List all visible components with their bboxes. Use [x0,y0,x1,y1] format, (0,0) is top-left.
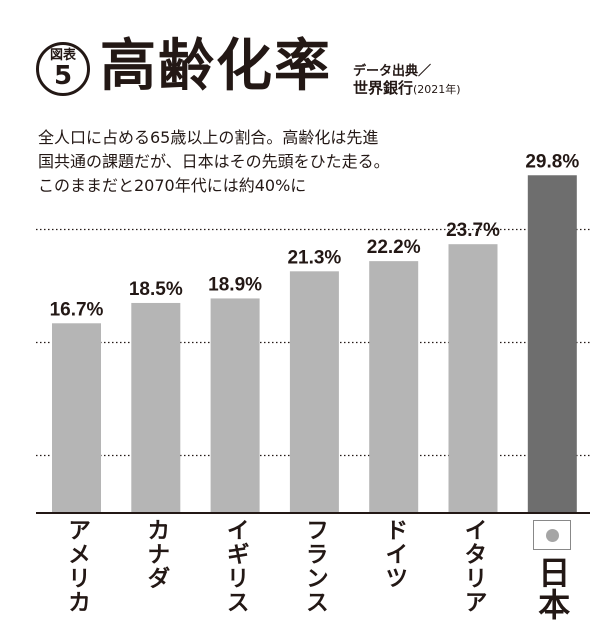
x-tick-label: 日本 [533,556,572,620]
data-source: データ出典／ 世界銀行(2021年) [353,64,461,98]
data-label: 16.7% [50,299,104,320]
bar [289,271,339,512]
data-label: 29.8% [525,151,579,172]
figure-badge: 図表 5 [36,42,90,96]
bar [369,261,419,512]
x-tick-label: ドイツ [380,518,407,590]
bar [52,323,101,512]
bar [131,302,181,512]
x-tick-label: アメリカ [63,518,90,614]
bar [210,298,260,512]
x-tick-label: イギリス [222,518,249,614]
badge-number: 5 [53,61,73,91]
description-line: 全人口に占める65歳以上の割合。高齢化は先進 [38,128,379,147]
bar [448,244,498,512]
x-label-japan: 日本 [532,520,572,620]
source-year: (2021年) [413,83,461,96]
data-label: 23.7% [446,220,500,241]
description-line: このままだと2070年代には約40%に [38,176,307,195]
description: 全人口に占める65歳以上の割合。高齢化は先進 国共通の課題だが、日本はその先頭を… [38,126,390,198]
data-label: 22.2% [367,237,421,258]
chart-title: 高齢化率 [100,34,332,99]
badge-label: 図表 [49,48,76,63]
data-label: 18.9% [208,274,262,295]
source-name: 世界銀行 [353,79,414,97]
japan-flag-icon [533,520,572,550]
x-tick-label: フランス [301,518,328,614]
description-line: 国共通の課題だが、日本はその先頭をひた走る。 [38,152,390,171]
x-tick-label: カナダ [142,518,169,590]
data-label: 21.3% [287,247,341,268]
data-label: 18.5% [129,279,183,300]
x-tick-label: イタリア [460,518,486,614]
source-label: データ出典／ [353,64,432,79]
bar [527,175,577,512]
